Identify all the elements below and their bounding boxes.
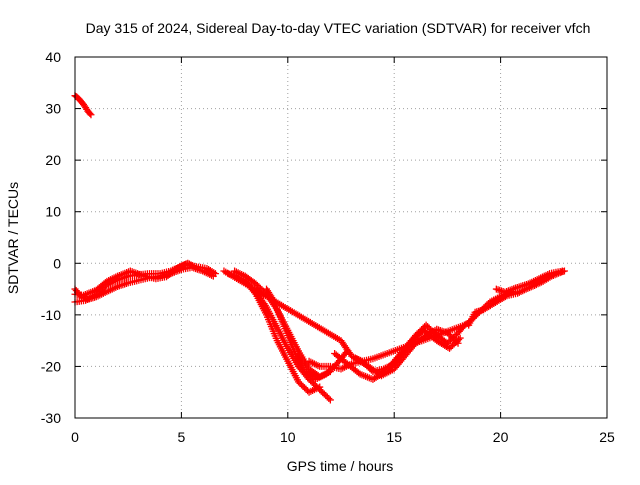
x-axis-label: GPS time / hours	[287, 458, 394, 474]
x-tick-label: 10	[280, 429, 296, 445]
y-tick-label: 0	[53, 255, 61, 271]
data-point	[86, 110, 94, 118]
y-tick-label: -30	[41, 410, 61, 426]
series-scatter-isolated	[220, 267, 517, 365]
data-series	[71, 92, 568, 404]
x-tick-label: 25	[599, 429, 615, 445]
series-arc-early-high	[71, 92, 95, 119]
data-point	[558, 267, 566, 275]
data-point	[87, 111, 95, 119]
data-point	[456, 334, 464, 342]
x-tick-label: 15	[386, 429, 402, 445]
data-point	[316, 383, 324, 391]
x-tick-label: 5	[178, 429, 186, 445]
grid-lines	[75, 57, 607, 418]
data-point	[455, 336, 463, 344]
series-arc-descent-c	[241, 277, 324, 396]
data-point	[326, 396, 334, 404]
x-tick-label: 20	[493, 429, 509, 445]
x-tick-label: 0	[71, 429, 79, 445]
y-tick-label: 20	[45, 152, 61, 168]
data-point	[325, 394, 333, 402]
axis-ticks: 0 5 10 15 20 25 -30 -20 -10 0 10 20 30 40	[41, 49, 615, 445]
chart-title: Day 315 of 2024, Sidereal Day-to-day VTE…	[86, 20, 591, 36]
data-point	[194, 263, 202, 271]
y-tick-label: 40	[45, 49, 61, 65]
series-arc-morning-c	[71, 260, 202, 299]
data-point	[211, 270, 219, 278]
y-tick-label: -10	[41, 307, 61, 323]
y-tick-label: 10	[45, 204, 61, 220]
data-point	[509, 288, 517, 296]
y-tick-label: -20	[41, 358, 61, 374]
plot-frame	[74, 56, 608, 419]
y-tick-label: 30	[45, 101, 61, 117]
y-axis-label: SDTVAR / TECUs	[5, 182, 21, 294]
